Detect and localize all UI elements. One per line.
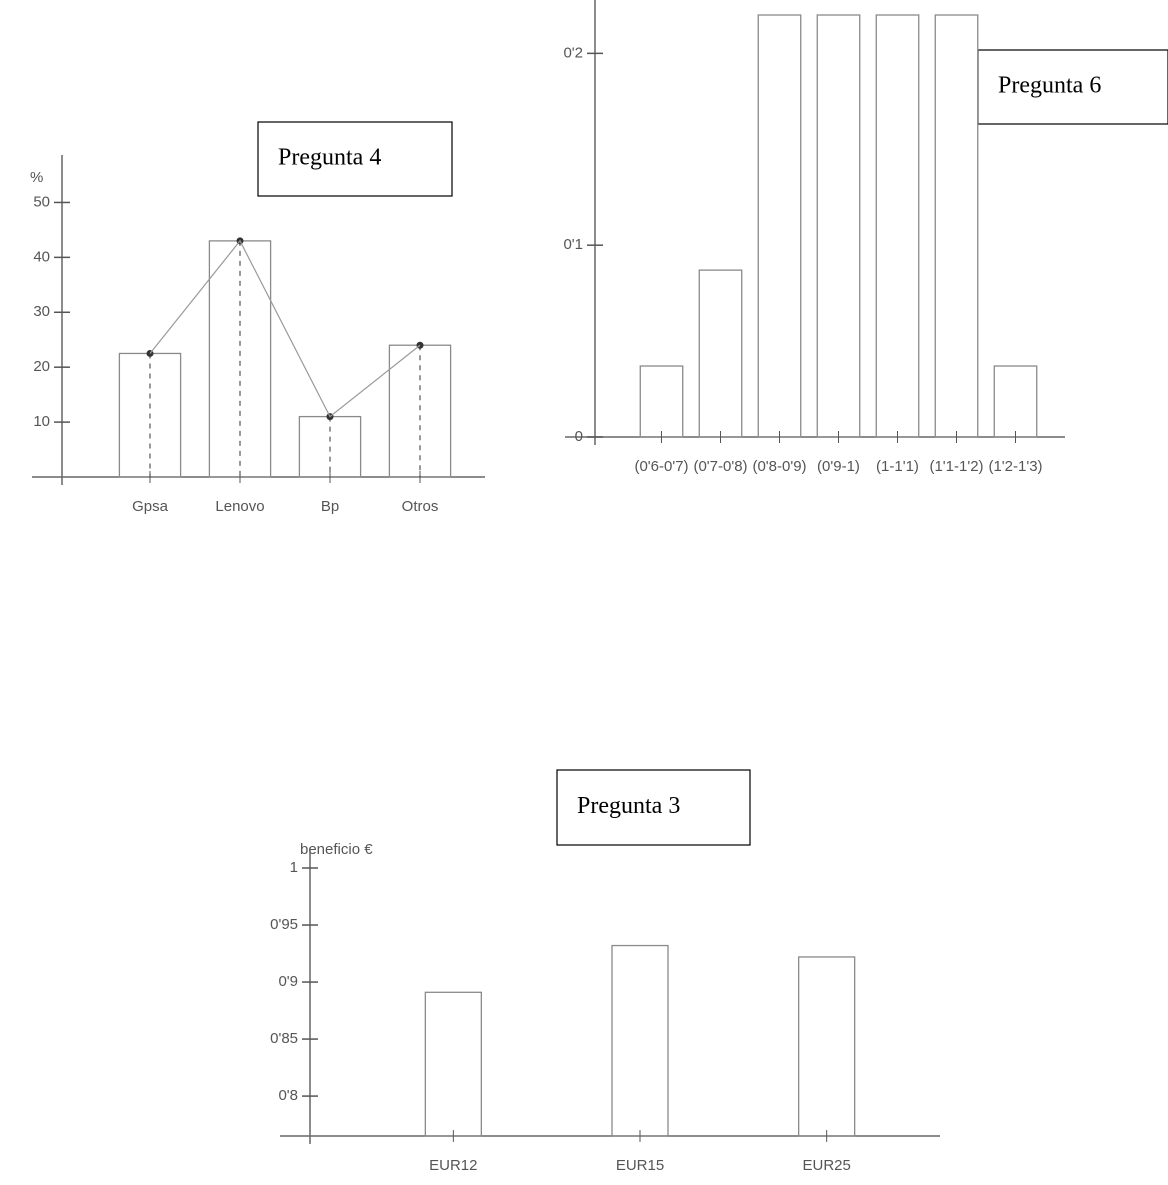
- x-tick-label: (1'1-1'2): [929, 458, 983, 475]
- x-tick-label: (0'8-0'9): [752, 458, 806, 475]
- chart-title: Pregunta 4: [278, 145, 381, 171]
- y-tick-label: 0'95: [270, 916, 298, 933]
- caption-box: [257, 121, 453, 197]
- y-tick-label: 0'9: [278, 973, 298, 990]
- y-tick-label: 40: [33, 248, 50, 265]
- x-tick-label: Otros: [402, 498, 439, 515]
- caption-box: [977, 49, 1168, 125]
- y-tick-label: 0'85: [270, 1030, 298, 1047]
- y-tick-label: 0'1: [563, 236, 583, 253]
- x-tick-label: Lenovo: [215, 498, 264, 515]
- x-tick-label: EUR25: [802, 1157, 850, 1174]
- bar: [424, 991, 482, 1137]
- x-tick-label: (0'7-0'8): [693, 458, 747, 475]
- x-tick-label: Gpsa: [132, 498, 169, 515]
- bar: [934, 14, 979, 438]
- bar: [698, 269, 743, 438]
- y-tick-label: 1: [290, 859, 298, 876]
- x-tick-label: EUR12: [429, 1157, 477, 1174]
- y-tick-label: 0'2: [563, 44, 583, 61]
- bar: [757, 14, 802, 438]
- bar: [816, 14, 861, 438]
- chart-title: Pregunta 6: [998, 73, 1101, 99]
- x-tick-label: Bp: [321, 498, 339, 515]
- bar: [639, 365, 684, 438]
- y-tick-label: 50: [33, 193, 50, 210]
- x-tick-label: EUR15: [616, 1157, 664, 1174]
- y-axis-label: %: [30, 169, 43, 186]
- y-tick-label: 0: [575, 428, 583, 445]
- y-axis-label: beneficio €: [300, 841, 373, 858]
- x-tick-label: (1'2-1'3): [988, 458, 1042, 475]
- y-tick-label: 20: [33, 358, 50, 375]
- bar: [798, 956, 856, 1137]
- caption-box: [556, 769, 751, 846]
- y-tick-label: 30: [33, 303, 50, 320]
- y-tick-label: 0'8: [278, 1087, 298, 1104]
- y-tick-label: 10: [33, 413, 50, 430]
- x-tick-label: (1-1'1): [876, 458, 919, 475]
- x-tick-label: (0'9-1): [817, 458, 860, 475]
- x-tick-label: (0'6-0'7): [634, 458, 688, 475]
- frequency-polygon: [149, 239, 421, 418]
- chart-title: Pregunta 3: [577, 793, 680, 819]
- bar: [875, 14, 920, 438]
- bar: [993, 365, 1038, 438]
- bar: [611, 944, 669, 1137]
